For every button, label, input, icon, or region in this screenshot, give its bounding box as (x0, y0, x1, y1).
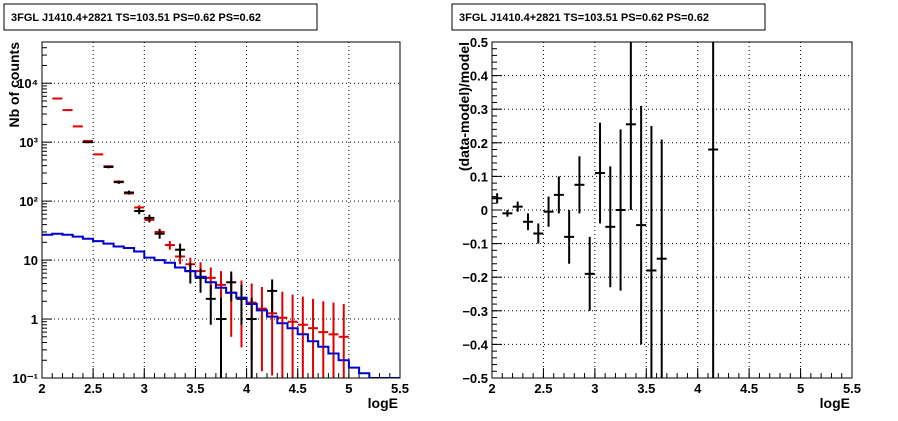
y-tick-label: 0.1 (470, 169, 488, 184)
y-axis-title: (data-model)/model (456, 42, 472, 171)
y-tick-label: −0.2 (462, 270, 488, 285)
y-tick-label: 1 (31, 312, 38, 327)
chart-title-box (3, 3, 318, 31)
x-tick-label: 4.5 (740, 381, 758, 396)
x-tick-label: 2.5 (84, 381, 102, 396)
chart-title-box (451, 3, 766, 31)
y-tick-label: 10³ (19, 135, 38, 150)
y-tick-label: 0.5 (470, 35, 488, 50)
x-tick-label: 3.5 (637, 381, 655, 396)
x-tick-label: 4 (243, 381, 251, 396)
x-tick-label: 2 (488, 381, 495, 396)
x-tick-label: 5.5 (843, 381, 861, 396)
x-tick-label: 2.5 (534, 381, 552, 396)
y-tick-label: −0.3 (462, 304, 488, 319)
x-tick-label: 3.5 (186, 381, 204, 396)
x-tick-label: 5 (797, 381, 804, 396)
y-tick-label: 0.3 (470, 102, 488, 117)
x-tick-label: 4.5 (289, 381, 307, 396)
y-tick-label: 10 (24, 253, 38, 268)
x-tick-label: 4 (694, 381, 702, 396)
series-model-source-line (42, 232, 400, 378)
chart-title: 3FGL J1410.4+2821 TS=103.51 PS=0.62 PS=0… (459, 12, 709, 24)
x-tick-label: 3 (141, 381, 148, 396)
y-tick-label: 10⁴ (17, 76, 38, 91)
y-tick-label: 0 (481, 203, 488, 218)
x-tick-label: 5.5 (391, 381, 409, 396)
x-tick-label: 5 (345, 381, 352, 396)
y-tick-label: −0.1 (462, 237, 488, 252)
y-tick-label: 10⁻¹ (12, 371, 38, 386)
y-tick-label: −0.5 (462, 371, 488, 386)
x-tick-label: 2 (38, 381, 45, 396)
plot-frame (491, 41, 853, 379)
plot-area (492, 42, 719, 378)
y-tick-label: 0.2 (470, 136, 488, 151)
chart-title: 3FGL J1410.4+2821 TS=103.51 PS=0.62 PS=0… (11, 12, 261, 24)
x-axis-title: logE (820, 395, 850, 411)
plot-area (42, 97, 400, 378)
x-axis-title: logE (368, 395, 398, 411)
plot-frame (41, 41, 401, 379)
y-tick-label: 0.4 (470, 69, 489, 84)
y-tick-label: −0.4 (462, 337, 488, 352)
y-axis-title: Nb of counts (6, 42, 22, 128)
x-tick-label: 3 (591, 381, 598, 396)
y-tick-label: 10² (19, 194, 38, 209)
